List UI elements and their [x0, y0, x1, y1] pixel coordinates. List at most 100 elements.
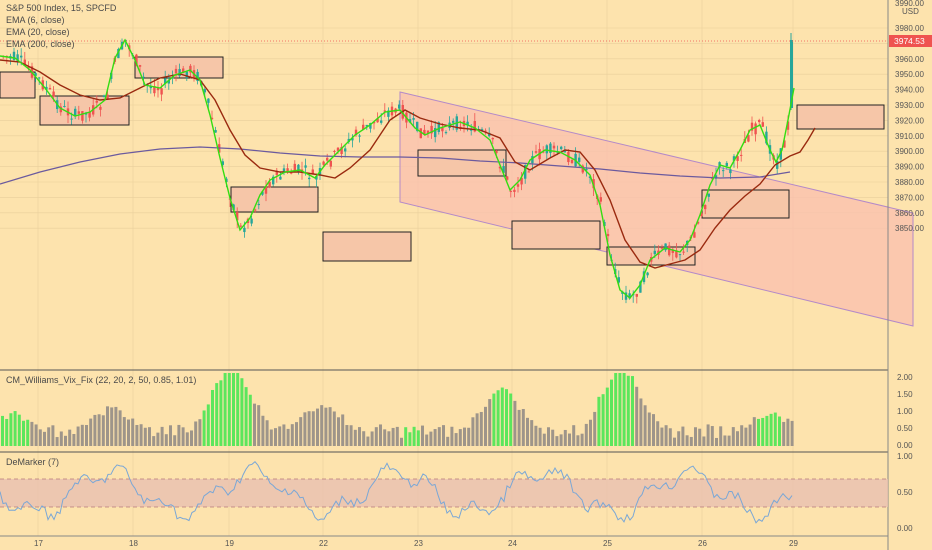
vix-bar: [257, 405, 261, 446]
candle-body: [444, 132, 448, 134]
time-axis[interactable]: 17 18 19 22 23 24 25 26 29: [34, 539, 798, 548]
vix-fix-histogram[interactable]: [1, 373, 794, 446]
candle-body: [722, 170, 725, 172]
zone-box[interactable]: [0, 71, 36, 99]
candle-body: [466, 121, 469, 126]
legend-ema-200[interactable]: EMA (200, close): [6, 39, 75, 49]
vix-bar: [370, 431, 374, 446]
vix-bar: [437, 427, 441, 446]
vix-bar: [416, 430, 420, 446]
time-tick-label: 26: [698, 539, 707, 548]
candle-body: [189, 65, 192, 73]
vix-bar: [429, 431, 433, 446]
candle-body: [635, 293, 638, 297]
legend-ema-6[interactable]: EMA (6, close): [6, 15, 65, 25]
vix-bar: [773, 412, 777, 446]
candle-body: [156, 87, 160, 91]
candle-body: [138, 65, 142, 67]
candle-body: [398, 104, 401, 109]
vix-bar: [43, 431, 46, 446]
candle-body: [135, 54, 138, 66]
ema-200-line[interactable]: [0, 146, 791, 185]
vix-bar: [454, 433, 458, 446]
vix-tick-label: 2.00: [897, 373, 913, 382]
candle-body: [758, 119, 761, 123]
price-axis[interactable]: 3980.003970.003960.003950.003940.003930.…: [895, 24, 924, 233]
vix-bar: [362, 431, 366, 446]
candle-body: [268, 181, 271, 188]
time-tick-label: 18: [129, 539, 138, 548]
vix-bar: [219, 380, 223, 446]
time-tick-label: 24: [508, 539, 517, 548]
candle-body: [264, 186, 268, 194]
candle-body: [117, 48, 120, 59]
candle-body: [340, 146, 343, 155]
candle-body: [315, 175, 318, 180]
demarker-line[interactable]: [0, 460, 793, 524]
ema-20-line[interactable]: [0, 59, 816, 269]
vix-bar: [719, 426, 723, 446]
chart-symbol-title[interactable]: S&P 500 Index, 15, SPCFD: [6, 3, 117, 13]
vix-bar: [269, 429, 273, 446]
zone-box[interactable]: [322, 231, 412, 262]
vix-bar: [290, 424, 294, 446]
vix-bar: [156, 432, 160, 446]
vix-bar: [97, 414, 101, 446]
candle-body: [761, 122, 764, 127]
candle-body: [196, 71, 199, 82]
vix-panel-title[interactable]: CM_Williams_Vix_Fix (22, 20, 2, 50, 0.85…: [6, 375, 196, 385]
vix-bar: [597, 396, 601, 446]
candle-body: [160, 88, 163, 95]
legend-ema-20[interactable]: EMA (20, close): [6, 27, 70, 37]
candle-body: [646, 272, 649, 276]
candle-body: [354, 129, 358, 136]
candle-body: [779, 148, 782, 160]
candle-body: [243, 227, 246, 233]
zone-box[interactable]: [511, 220, 601, 250]
candle-body: [99, 106, 102, 110]
vix-bar: [673, 437, 676, 446]
zone-box[interactable]: [230, 186, 319, 213]
vix-bar: [559, 434, 563, 446]
candle-body: [412, 118, 415, 120]
vix-bar: [752, 417, 756, 446]
vix-bar: [782, 421, 786, 446]
candle-body: [696, 221, 700, 224]
ema-6-line[interactable]: [0, 38, 795, 299]
zone-box[interactable]: [134, 56, 224, 79]
vix-bar: [198, 419, 202, 446]
vix-bar: [744, 427, 748, 446]
vix-bar: [509, 393, 513, 446]
vix-bar: [227, 373, 231, 446]
candle-body: [74, 108, 77, 117]
time-tick-label: 25: [603, 539, 612, 548]
vix-bar: [614, 373, 618, 446]
vix-bar: [421, 425, 424, 446]
vix-bar: [26, 419, 30, 446]
zone-box[interactable]: [701, 189, 790, 219]
zone-box[interactable]: [417, 149, 507, 177]
candle-body: [358, 135, 361, 137]
vix-bar: [17, 414, 21, 446]
vix-bar: [265, 420, 269, 446]
candle-body: [480, 129, 484, 131]
vix-bar: [261, 415, 265, 446]
vix-bar: [253, 403, 256, 446]
vix-bar: [681, 426, 685, 446]
candle-body: [48, 87, 52, 90]
vix-bar: [211, 389, 214, 446]
candle-body: [506, 176, 509, 180]
vix-bar: [223, 373, 227, 446]
price-tick-label: 3910.00: [895, 132, 924, 141]
vix-bar: [471, 417, 475, 446]
candle-body: [333, 150, 336, 152]
vix-bar: [786, 418, 790, 446]
descending-channel[interactable]: [399, 91, 914, 327]
price-tick-label: 3890.00: [895, 163, 924, 172]
candle-body: [182, 68, 185, 74]
zone-box[interactable]: [796, 104, 885, 130]
vix-bar: [576, 435, 580, 446]
demarker-panel-title[interactable]: DeMarker (7): [6, 457, 59, 467]
candle-body: [473, 121, 476, 132]
